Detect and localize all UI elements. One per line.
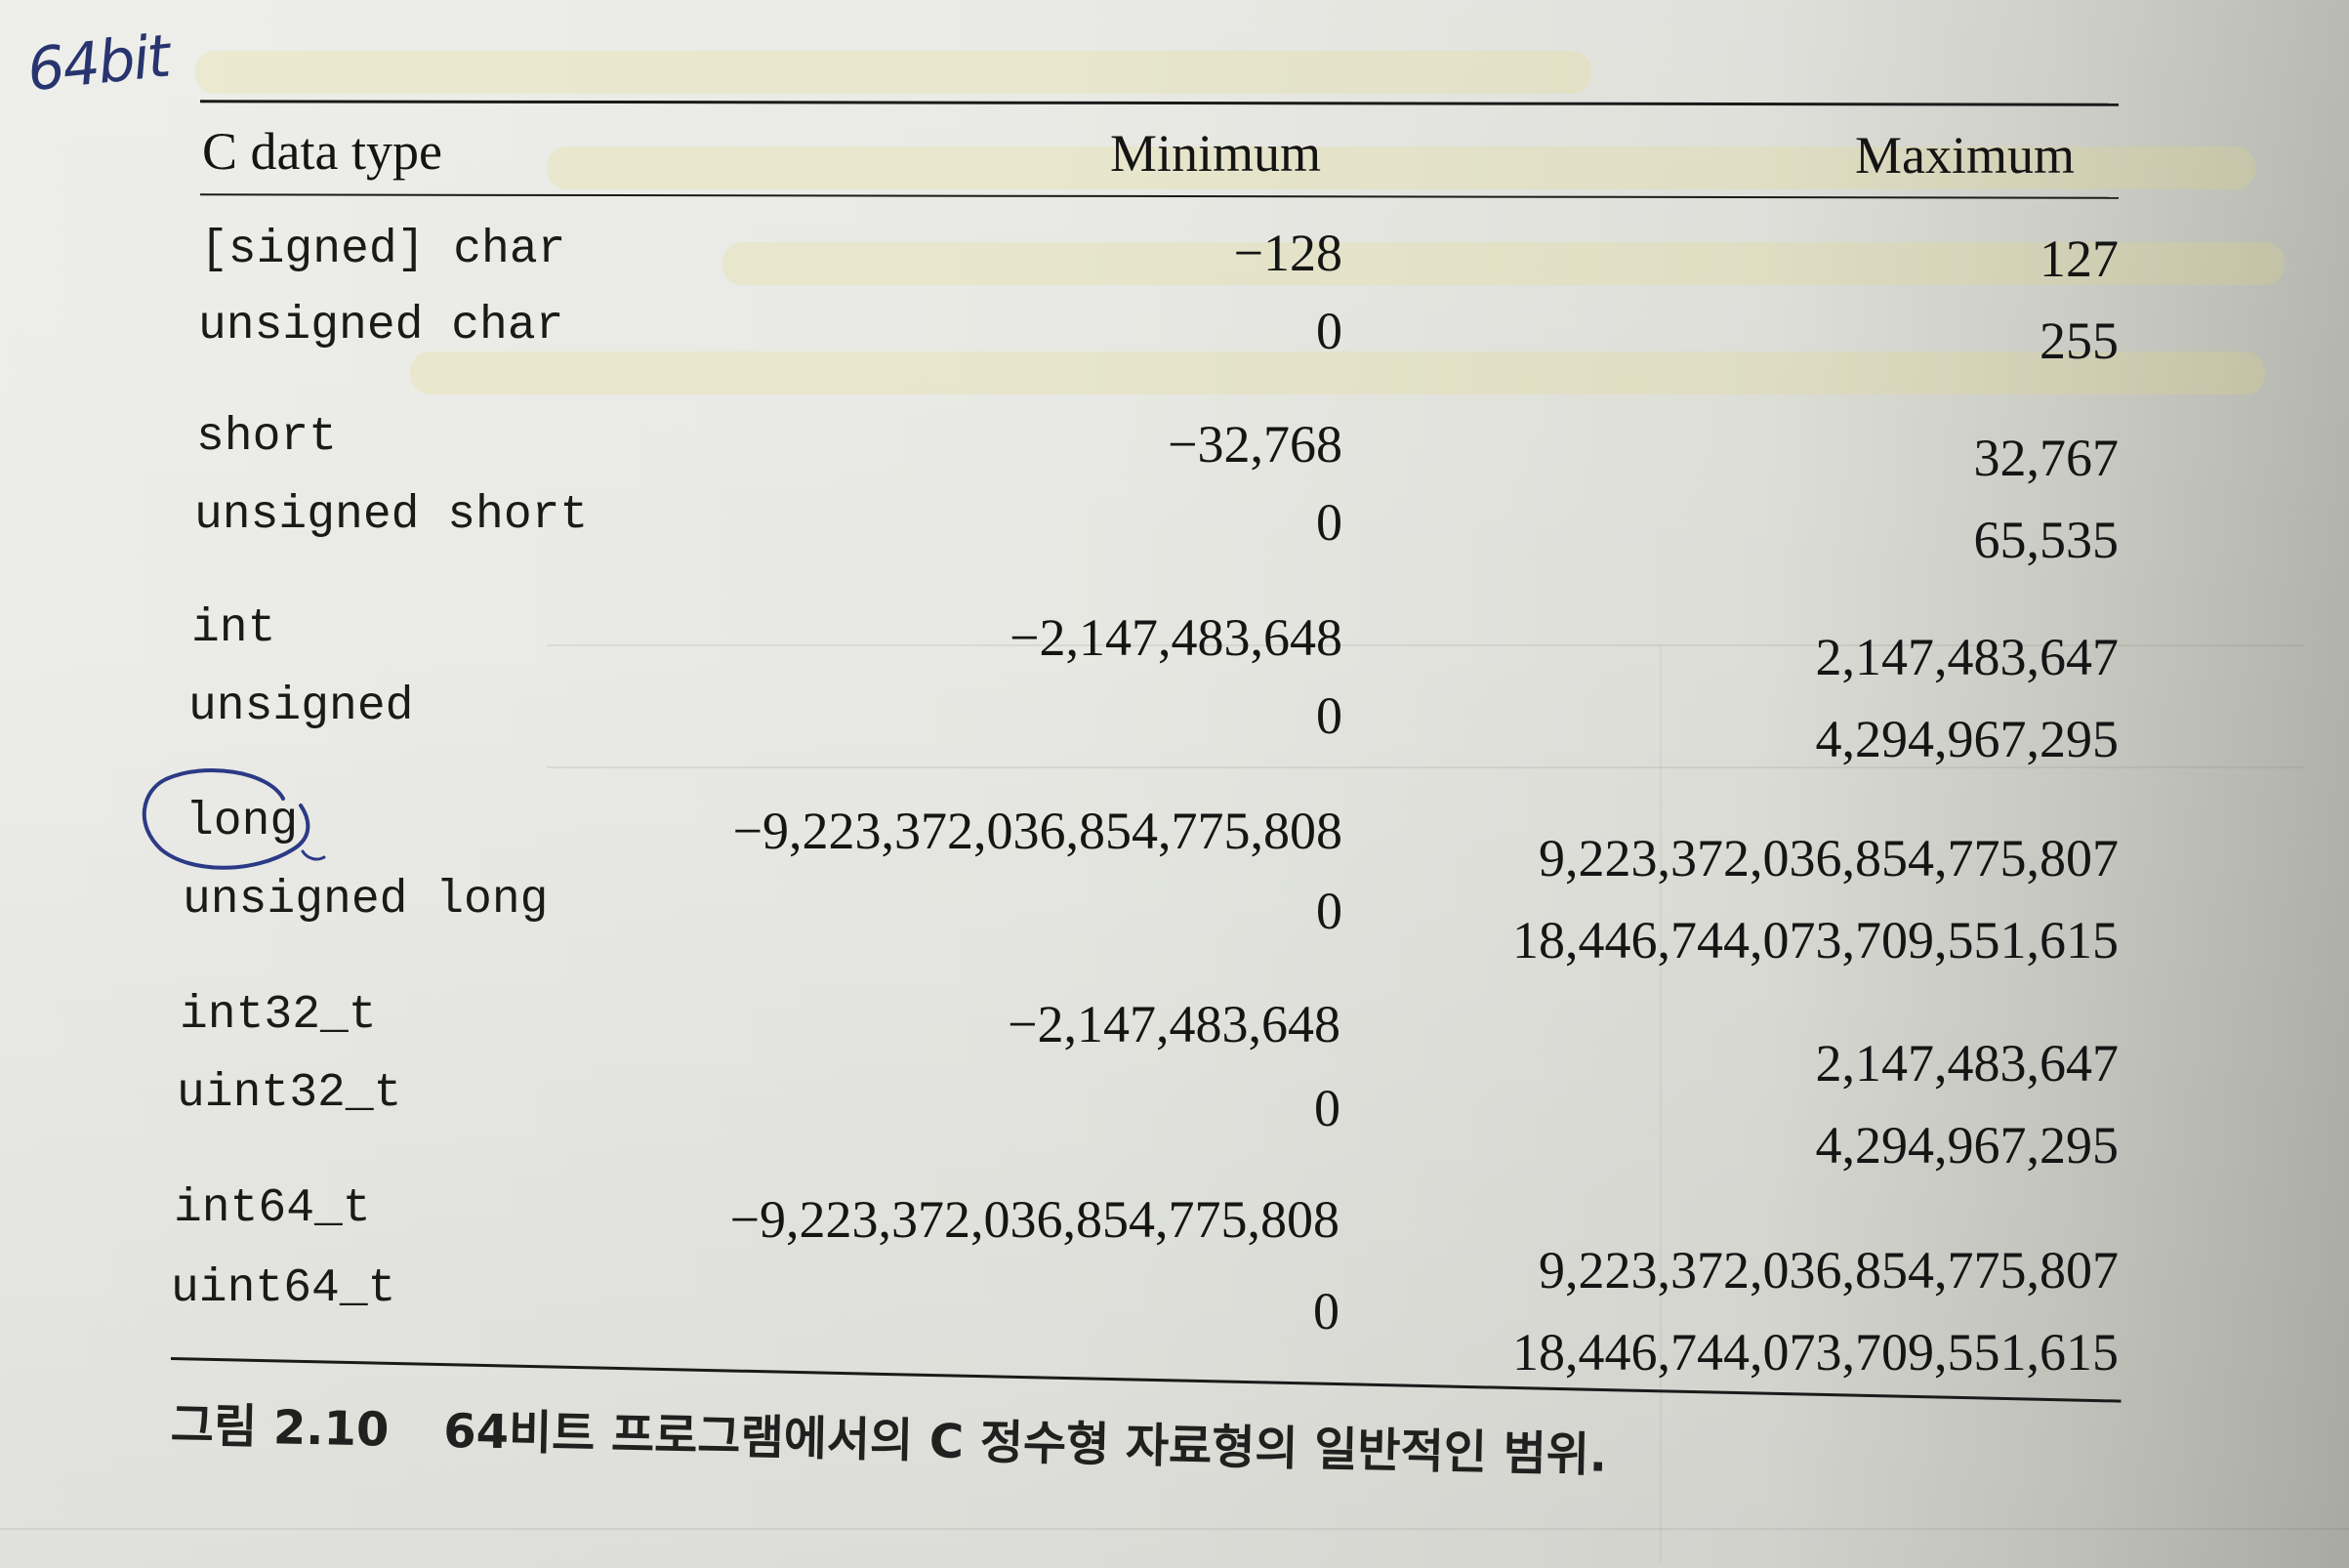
min-int32: −2,147,483,648 bbox=[1008, 995, 1340, 1053]
type-int64: int64_t bbox=[174, 1182, 371, 1235]
max-int64: 9,223,372,036,854,775,807 bbox=[1539, 1241, 2119, 1300]
bleed-highlight-3 bbox=[722, 242, 2285, 285]
header-data-type: C data type bbox=[202, 122, 442, 181]
header-maximum: Maximum bbox=[1855, 126, 2075, 185]
type-unsigned-char: unsigned char bbox=[198, 300, 564, 352]
max-int: 2,147,483,647 bbox=[1815, 628, 2120, 686]
hand-drawn-circle-icon bbox=[142, 767, 326, 870]
min-int: −2,147,483,648 bbox=[1010, 608, 1342, 667]
max-short: 32,767 bbox=[1973, 429, 2120, 487]
ghost-col-1 bbox=[1660, 644, 1662, 1562]
bleed-highlight-1 bbox=[195, 51, 1591, 94]
max-long: 9,223,372,036,854,775,807 bbox=[1539, 829, 2119, 887]
type-int32: int32_t bbox=[180, 989, 377, 1042]
max-unsigned-char: 255 bbox=[2040, 311, 2119, 370]
min-signed-char: −128 bbox=[1233, 224, 1342, 282]
caption-figure-number: 그림 2.10 bbox=[170, 1398, 390, 1458]
type-long: long bbox=[185, 796, 299, 848]
min-short: −32,768 bbox=[1168, 415, 1342, 474]
min-int64: −9,223,372,036,854,775,808 bbox=[729, 1190, 1339, 1249]
header-minimum: Minimum bbox=[1110, 124, 1322, 183]
max-uint64: 18,446,744,073,709,551,615 bbox=[1512, 1323, 2119, 1382]
type-uint64: uint64_t bbox=[171, 1262, 396, 1315]
min-long: −9,223,372,036,854,775,808 bbox=[732, 802, 1342, 860]
type-unsigned: unsigned bbox=[188, 681, 414, 733]
type-uint32: uint32_t bbox=[177, 1067, 402, 1120]
min-unsigned: 0 bbox=[1316, 686, 1342, 745]
ghost-rule-2 bbox=[547, 766, 2304, 768]
min-unsigned-char: 0 bbox=[1316, 302, 1342, 360]
max-unsigned: 4,294,967,295 bbox=[1815, 710, 2120, 768]
bleed-highlight-2 bbox=[547, 146, 2255, 189]
max-unsigned-short: 65,535 bbox=[1973, 511, 2120, 569]
max-int32: 2,147,483,647 bbox=[1815, 1034, 2120, 1093]
min-unsigned-long: 0 bbox=[1316, 882, 1342, 940]
min-uint64: 0 bbox=[1313, 1282, 1339, 1341]
bleed-highlight-4 bbox=[410, 351, 2265, 394]
ghost-rule-1 bbox=[547, 644, 2304, 646]
max-uint32: 4,294,967,295 bbox=[1815, 1116, 2120, 1175]
max-unsigned-long: 18,446,744,073,709,551,615 bbox=[1512, 911, 2119, 970]
type-unsigned-short: unsigned short bbox=[194, 489, 589, 542]
type-unsigned-long: unsigned long bbox=[183, 874, 549, 927]
min-unsigned-short: 0 bbox=[1316, 493, 1342, 552]
max-signed-char: 127 bbox=[2040, 229, 2119, 288]
ghost-rule-3 bbox=[0, 1528, 2349, 1530]
min-uint32: 0 bbox=[1314, 1079, 1340, 1137]
type-int: int bbox=[191, 602, 276, 655]
type-signed-char: [signed] char bbox=[200, 224, 566, 276]
type-short: short bbox=[196, 411, 338, 464]
